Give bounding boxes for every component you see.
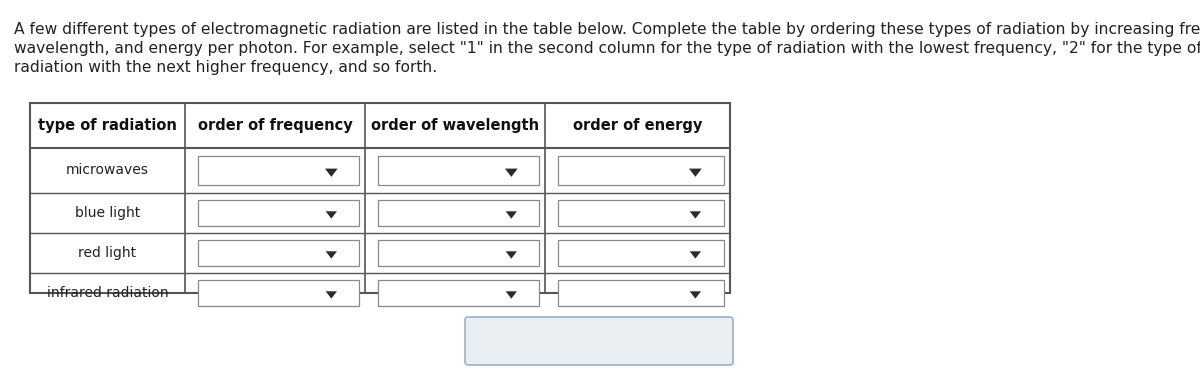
- FancyBboxPatch shape: [466, 317, 733, 365]
- Polygon shape: [690, 291, 701, 299]
- Text: A few different types of electromagnetic radiation are listed in the table below: A few different types of electromagnetic…: [14, 22, 1200, 37]
- Bar: [30, 103, 730, 293]
- FancyBboxPatch shape: [198, 156, 359, 185]
- Text: (Choose one): (Choose one): [575, 163, 666, 177]
- FancyBboxPatch shape: [558, 240, 724, 266]
- Text: type of radiation: type of radiation: [38, 118, 176, 133]
- Polygon shape: [689, 169, 702, 177]
- Text: (Choose one): (Choose one): [214, 163, 305, 177]
- FancyBboxPatch shape: [378, 240, 539, 266]
- Polygon shape: [505, 169, 517, 177]
- Text: infrared radiation: infrared radiation: [47, 286, 168, 300]
- Text: (Choose one): (Choose one): [575, 286, 666, 300]
- Text: blue light: blue light: [74, 206, 140, 220]
- Text: (Choose one): (Choose one): [575, 246, 666, 260]
- Text: microwaves: microwaves: [66, 163, 149, 177]
- Text: radiation with the next higher frequency, and so forth.: radiation with the next higher frequency…: [14, 60, 437, 75]
- Text: (Choose one): (Choose one): [214, 286, 305, 300]
- FancyBboxPatch shape: [558, 280, 724, 306]
- Text: order of frequency: order of frequency: [198, 118, 353, 133]
- Text: (Choose one): (Choose one): [214, 246, 305, 260]
- FancyBboxPatch shape: [378, 156, 539, 185]
- Text: ↺: ↺: [637, 331, 655, 351]
- Text: wavelength, and energy per photon. For example, select "1" in the second column : wavelength, and energy per photon. For e…: [14, 41, 1200, 56]
- Text: (Choose one): (Choose one): [394, 163, 485, 177]
- Polygon shape: [325, 291, 337, 299]
- Text: order of energy: order of energy: [572, 118, 702, 133]
- Text: ×: ×: [533, 331, 550, 351]
- Polygon shape: [325, 169, 337, 177]
- FancyBboxPatch shape: [378, 200, 539, 226]
- Text: (Choose one): (Choose one): [575, 206, 666, 220]
- Polygon shape: [505, 291, 517, 299]
- Text: red light: red light: [78, 246, 137, 260]
- Text: (Choose one): (Choose one): [394, 246, 485, 260]
- FancyBboxPatch shape: [198, 240, 359, 266]
- FancyBboxPatch shape: [558, 200, 724, 226]
- FancyBboxPatch shape: [198, 200, 359, 226]
- FancyBboxPatch shape: [198, 280, 359, 306]
- Polygon shape: [325, 251, 337, 259]
- Polygon shape: [505, 251, 517, 259]
- Polygon shape: [505, 211, 517, 218]
- Polygon shape: [690, 211, 701, 218]
- Text: order of wavelength: order of wavelength: [371, 118, 539, 133]
- Text: (Choose one): (Choose one): [394, 286, 485, 300]
- Text: (Choose one): (Choose one): [394, 206, 485, 220]
- FancyBboxPatch shape: [378, 280, 539, 306]
- Text: (Choose one): (Choose one): [214, 206, 305, 220]
- FancyBboxPatch shape: [558, 156, 724, 185]
- Polygon shape: [690, 251, 701, 259]
- Polygon shape: [325, 211, 337, 218]
